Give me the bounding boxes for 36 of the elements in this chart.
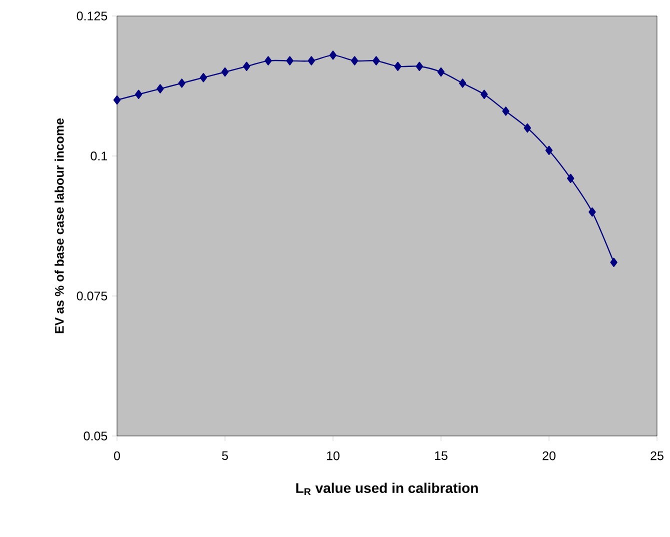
x-tick-label: 10 [327,451,340,460]
point [480,90,488,99]
x-axis-title: L$_{R}$ value used in calibration [296,482,478,496]
y-tick-label: 0.05 [84,432,108,440]
point [394,62,402,71]
point [156,84,164,94]
point [264,56,272,66]
point [545,146,553,155]
x-tick-label: 15 [435,451,448,460]
x-tick-label: 20 [542,451,556,460]
point [113,95,121,105]
point [610,258,618,267]
point [243,62,250,71]
point [178,78,186,88]
x-tick-label: 0 [114,451,120,460]
point [502,106,510,116]
point [459,78,466,88]
x-tick-label: 25 [650,451,664,460]
y-tick-label: 0.125 [76,12,108,20]
point [308,56,316,66]
point [524,123,532,133]
point [372,56,380,66]
y-tick-label: 0.075 [76,292,108,300]
point [437,67,445,77]
point [329,50,337,60]
point [135,90,142,99]
point [286,56,294,66]
x-tick-label: 5 [222,451,228,460]
y-axis-title: EV as % of base case labour income [54,118,64,334]
point [351,56,358,66]
point [416,62,424,71]
point [567,174,574,183]
y-tick-label: 0.1 [90,152,108,160]
point [588,207,596,217]
point [221,67,229,77]
point [200,72,208,82]
